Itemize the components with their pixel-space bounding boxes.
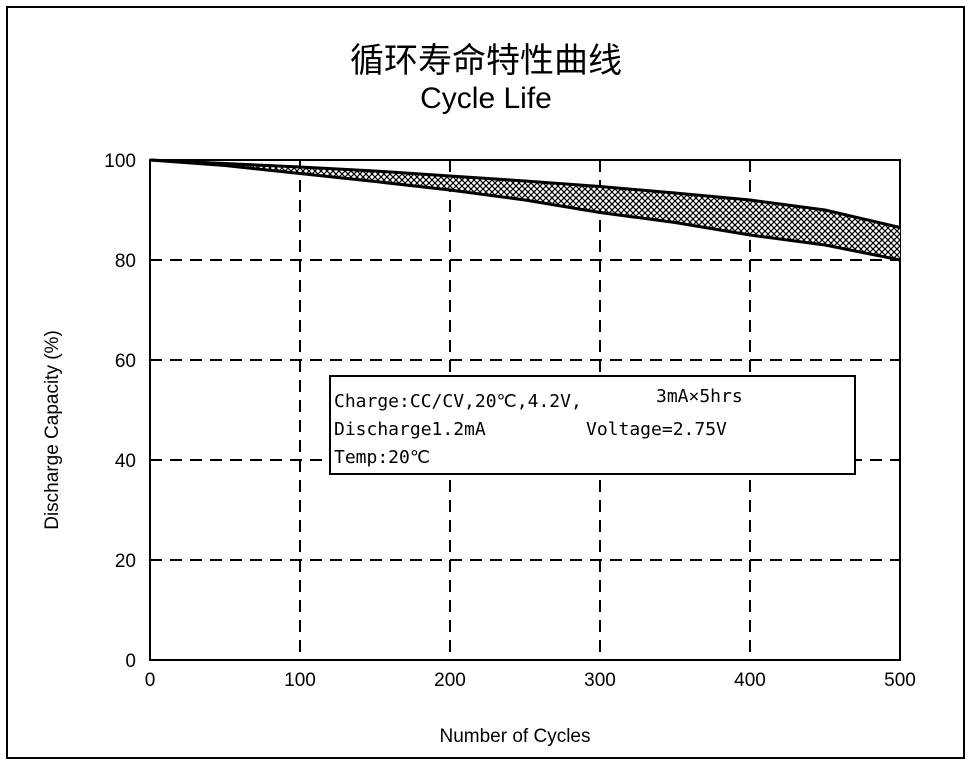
x-tick-label: 300 [584,670,616,691]
y-tick-label: 0 [125,651,136,672]
y-tick-label: 60 [115,351,136,372]
capacity-upper-line [149,158,901,229]
chart-subtitle: Cycle Life [420,82,552,115]
capacity-band [150,160,900,260]
x-tick-label: 400 [734,670,766,691]
capacity-lower-line [149,158,901,262]
annotation-frame [329,375,856,475]
y-axis-title: Discharge Capacity (%) [42,330,63,530]
y-tick-label: 80 [115,251,136,272]
y-tick-label: 20 [115,551,136,572]
x-tick-label: 500 [884,670,916,691]
annotation-charge-rate: 3mA×5hrs [656,386,743,407]
x-tick-label: 0 [145,670,156,691]
annotation-charge: Charge:CC/CV,20℃,4.2V, [334,391,582,412]
y-tick-label: 40 [115,451,136,472]
y-tick-label: 100 [104,151,136,172]
annotation-voltage: Voltage=2.75V [586,419,727,440]
annotation-box: Charge:CC/CV,20℃,4.2V, 3mA×5hrs Discharg… [329,375,856,475]
y-axis-ticks: 0 20 40 60 80 100 [104,151,136,672]
x-axis-ticks: 0 100 200 300 400 500 [145,670,916,691]
annotation-temp: Temp:20℃ [334,447,430,468]
plot-area [149,159,901,661]
x-tick-label: 100 [284,670,316,691]
x-axis-title: Number of Cycles [440,726,591,747]
x-tick-label: 200 [434,670,466,691]
annotation-discharge: Discharge1.2mA [334,419,486,440]
chart-title: 循环寿命特性曲线 [350,41,622,81]
